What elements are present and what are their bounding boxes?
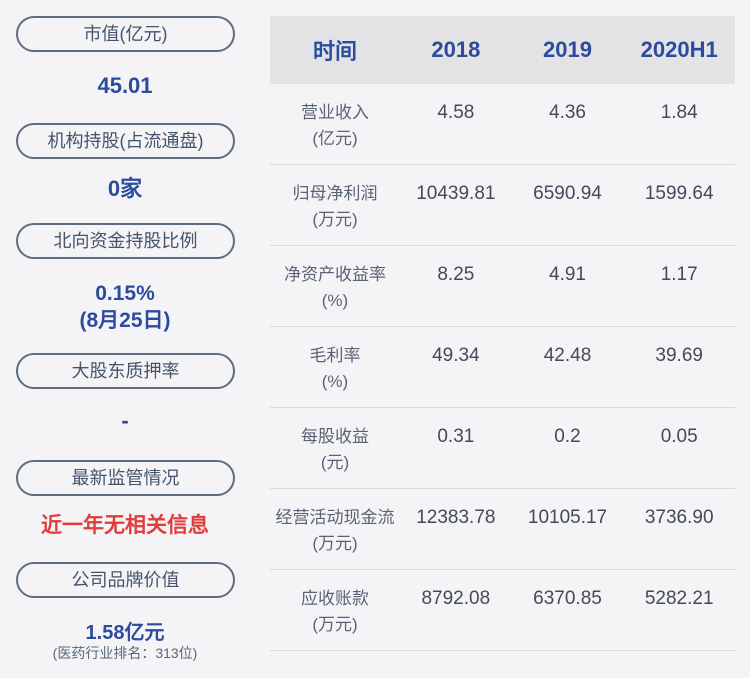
cell-2020h1: 1.84 xyxy=(660,102,698,123)
northbound-holding-percent: 0.15% xyxy=(95,282,155,305)
row-metric-name: 应收账款 xyxy=(301,589,369,608)
cell-2019: 6590.94 xyxy=(533,183,602,204)
market-cap-value: 45.01 xyxy=(97,73,153,98)
row-metric-name: 净资产收益率 xyxy=(284,265,386,284)
cell-2019: 10105.17 xyxy=(527,507,608,528)
financials-table: 时间 2018 2019 2020H1 营业收入 (亿元) 4.58 4.36 … xyxy=(270,16,735,651)
cell-2018: 8.25 xyxy=(437,264,475,285)
table-row-operating-cashflow: 经营活动现金流 (万元) 12383.78 10105.17 3736.90 xyxy=(270,489,735,570)
table-row-net-profit: 归母净利润 (万元) 10439.81 6590.94 1599.64 xyxy=(270,165,735,246)
major-shareholder-pledge-pill[interactable]: 大股东质押率 xyxy=(16,353,235,389)
row-metric-unit: (万元) xyxy=(312,615,358,634)
institutional-holding-pill[interactable]: 机构持股(占流通盘) xyxy=(16,123,235,159)
cell-2020h1: 39.69 xyxy=(655,345,703,366)
cell-2018: 0.31 xyxy=(437,426,475,447)
row-metric-unit: (万元) xyxy=(312,210,358,229)
cell-2020h1: 0.05 xyxy=(660,426,698,447)
row-metric-unit: (%) xyxy=(321,372,349,391)
row-label: 经营活动现金流 (万元) xyxy=(270,505,400,557)
table-header-row: 时间 2018 2019 2020H1 xyxy=(270,16,735,84)
cell-2019: 4.36 xyxy=(549,102,586,123)
table-header-2019: 2019 xyxy=(543,37,592,62)
table-header-time: 时间 xyxy=(312,39,357,64)
cell-2020h1: 5282.21 xyxy=(644,588,714,609)
table-header-2018: 2018 xyxy=(431,37,481,62)
major-shareholder-pledge-value: - xyxy=(121,408,129,433)
table-row-accounts-receivable: 应收账款 (万元) 8792.08 6370.85 5282.21 xyxy=(270,570,735,651)
table-row-revenue: 营业收入 (亿元) 4.58 4.36 1.84 xyxy=(270,84,735,165)
row-metric-name: 经营活动现金流 xyxy=(275,508,395,527)
row-label: 每股收益 (元) xyxy=(270,424,400,476)
cell-2018: 49.34 xyxy=(432,345,480,366)
row-metric-unit: (亿元) xyxy=(312,129,358,148)
row-label: 应收账款 (万元) xyxy=(270,586,400,638)
row-label: 营业收入 (亿元) xyxy=(270,100,400,152)
sidebar: 市值(亿元) 45.01 机构持股(占流通盘) 0家 北向资金持股比例 0.15… xyxy=(0,0,250,678)
row-label: 净资产收益率 (%) xyxy=(270,262,400,314)
cell-2018: 8792.08 xyxy=(421,588,491,609)
table-header-2020h1: 2020H1 xyxy=(640,37,718,62)
cell-2020h1: 1599.64 xyxy=(644,183,714,204)
row-metric-unit: (元) xyxy=(320,453,350,472)
northbound-holding-value: 0.15% (8月25日) xyxy=(0,280,250,334)
table-row-gross-margin: 毛利率 (%) 49.34 42.48 39.69 xyxy=(270,327,735,408)
row-label: 毛利率 (%) xyxy=(270,343,400,395)
cell-2020h1: 3736.90 xyxy=(644,507,714,528)
row-label: 归母净利润 (万元) xyxy=(270,181,400,233)
row-metric-name: 每股收益 xyxy=(301,427,369,446)
cell-2018: 4.58 xyxy=(437,102,475,123)
brand-value-amount: 1.58亿元 xyxy=(85,622,165,644)
cell-2019: 4.91 xyxy=(549,264,586,285)
brand-value-industry-rank: (医药行业排名：313位) xyxy=(52,645,198,661)
cell-2019: 42.48 xyxy=(543,345,592,366)
institutional-holding-value: 0家 xyxy=(107,176,143,201)
latest-regulation-value: 近一年无相关信息 xyxy=(41,514,209,537)
row-metric-name: 归母净利润 xyxy=(292,184,378,203)
table-row-eps: 每股收益 (元) 0.31 0.2 0.05 xyxy=(270,408,735,489)
row-metric-name: 营业收入 xyxy=(301,103,369,122)
cell-2019: 0.2 xyxy=(554,426,581,447)
latest-regulation-pill[interactable]: 最新监管情况 xyxy=(16,460,235,496)
brand-value-pill[interactable]: 公司品牌价值 xyxy=(16,562,235,598)
market-cap-pill[interactable]: 市值(亿元) xyxy=(16,16,235,52)
northbound-holding-pill[interactable]: 北向资金持股比例 xyxy=(16,223,235,259)
row-metric-name: 毛利率 xyxy=(309,346,361,365)
cell-2020h1: 1.17 xyxy=(660,264,698,285)
row-metric-unit: (%) xyxy=(321,291,349,310)
table-row-roe: 净资产收益率 (%) 8.25 4.91 1.17 xyxy=(270,246,735,327)
northbound-holding-date: (8月25日) xyxy=(79,309,171,332)
cell-2019: 6370.85 xyxy=(533,588,602,609)
row-metric-unit: (万元) xyxy=(312,534,358,553)
cell-2018: 12383.78 xyxy=(416,507,496,528)
cell-2018: 10439.81 xyxy=(416,183,496,204)
